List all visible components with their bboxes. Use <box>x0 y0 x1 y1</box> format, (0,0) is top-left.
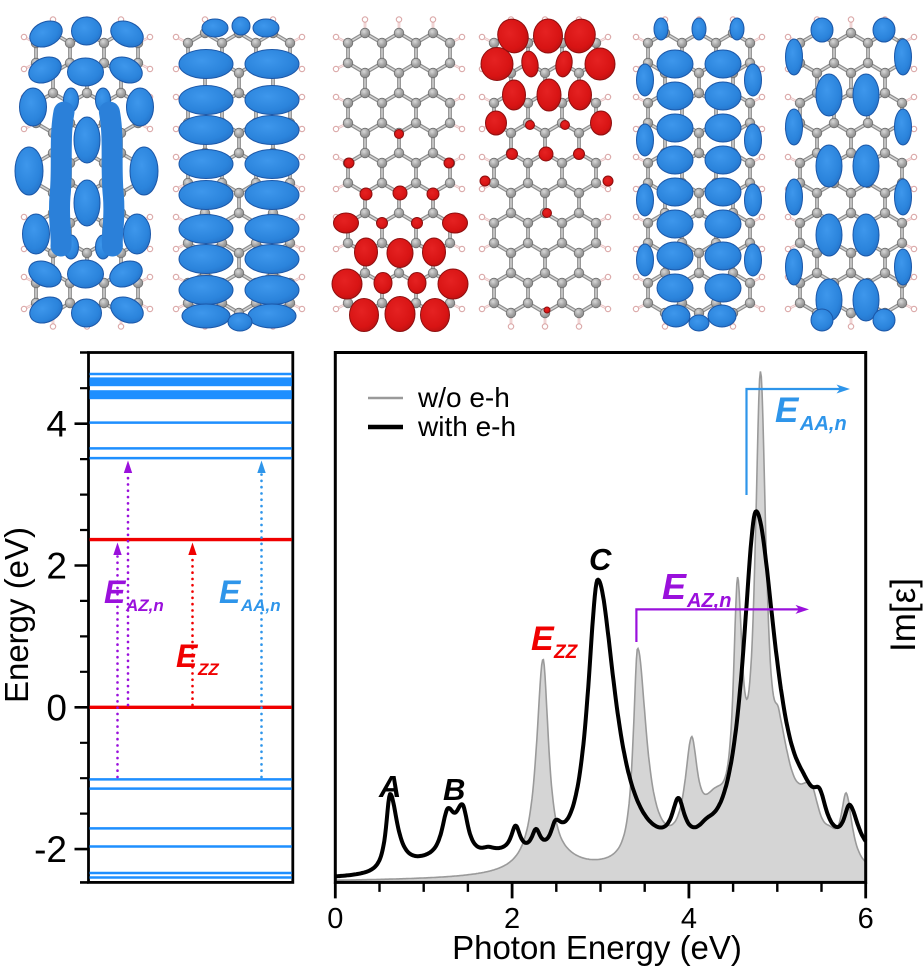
svg-text:A: A <box>378 769 401 804</box>
svg-text:0: 0 <box>327 903 343 935</box>
svg-text:w/o e-h: w/o e-h <box>417 382 510 413</box>
svg-text:AA,n: AA,n <box>799 413 847 435</box>
svg-text:E: E <box>662 566 687 607</box>
svg-text:AZ,n: AZ,n <box>125 596 164 615</box>
svg-text:-2: -2 <box>34 829 67 870</box>
svg-text:with e-h: with e-h <box>417 411 516 442</box>
svg-text:ZZ: ZZ <box>197 660 219 679</box>
svg-text:Energy (eV): Energy (eV) <box>0 527 35 703</box>
svg-text:E: E <box>775 391 800 430</box>
svg-text:E: E <box>176 638 199 674</box>
svg-text:4: 4 <box>681 903 697 935</box>
svg-text:B: B <box>443 772 465 807</box>
svg-text:4: 4 <box>46 404 67 445</box>
svg-text:E: E <box>219 574 242 610</box>
svg-text:6: 6 <box>858 903 874 935</box>
svg-text:C: C <box>589 542 612 577</box>
svg-text:Im[ε]: Im[ε] <box>884 578 923 652</box>
svg-text:Photon Energy (eV): Photon Energy (eV) <box>452 929 742 966</box>
svg-text:0: 0 <box>46 687 67 728</box>
svg-text:AA,n: AA,n <box>240 596 281 615</box>
svg-text:2: 2 <box>46 546 67 587</box>
svg-text:E: E <box>531 620 555 658</box>
svg-text:2: 2 <box>504 903 520 935</box>
svg-text:AZ,n: AZ,n <box>686 590 731 612</box>
svg-text:ZZ: ZZ <box>553 642 579 663</box>
svg-text:E: E <box>104 574 127 610</box>
